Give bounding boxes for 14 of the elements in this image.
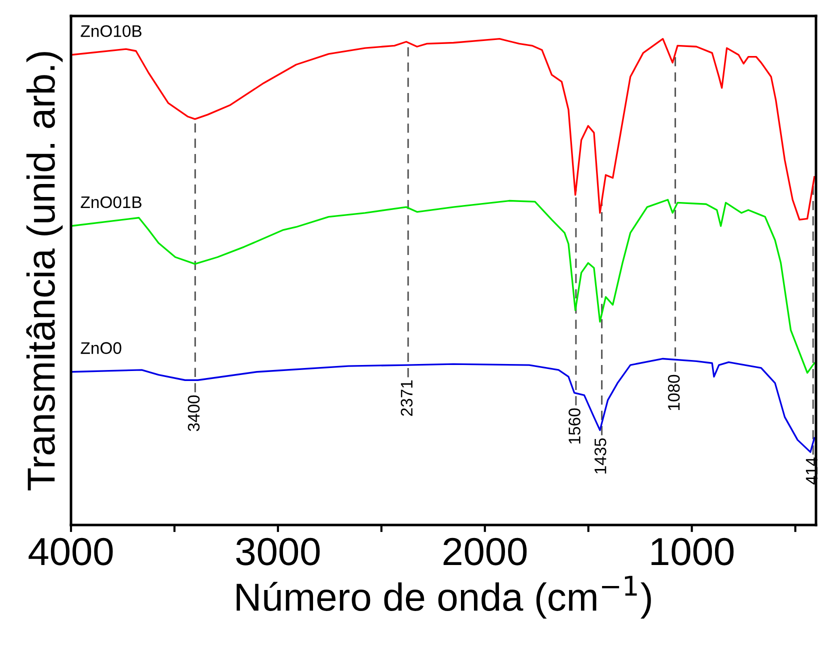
y-axis-title: Transmitância (unid. arb.) [26,52,63,490]
series-label: ZnO0 [80,342,122,354]
ref-line-label: 1560 [568,408,580,444]
x-tick-label: 4000 [28,538,113,566]
series-label: ZnO10B [80,25,142,38]
x-axis-title: Número de onda (cm$^{−1}$) [236,576,651,619]
series-label: ZnO01B [80,196,142,208]
x-tick-label: 3000 [236,538,320,566]
ref-line-label: 3400 [188,395,200,432]
x-tick-label: 2000 [444,538,527,566]
x-tick-label: 1000 [652,538,734,566]
ref-line-label: 1080 [668,374,680,410]
ref-line-label: 1435 [594,438,606,474]
ref-line-label: 2371 [400,380,413,416]
